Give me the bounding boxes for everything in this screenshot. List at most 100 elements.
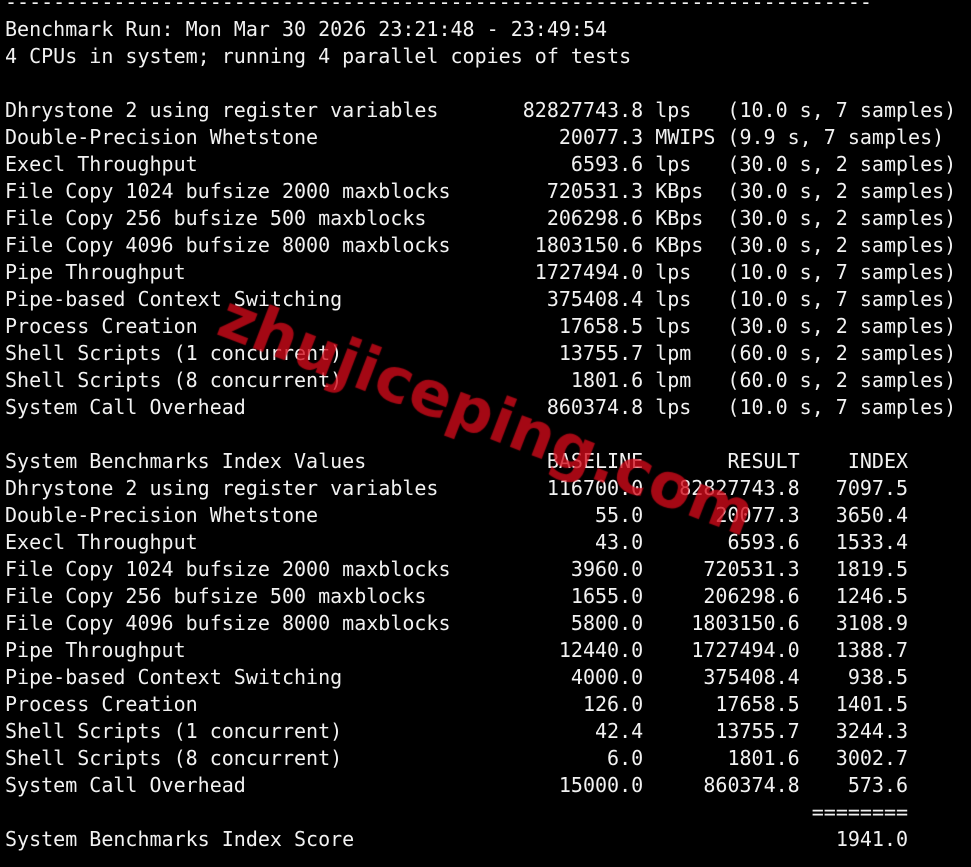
index-name: System Call Overhead <box>5 773 246 797</box>
test-value: 375408.4 <box>546 287 644 311</box>
blank-line <box>5 421 956 448</box>
test-value: 720531.3 <box>546 179 644 203</box>
index-row: Execl Throughput 43.0 6593.6 1533.4 <box>5 529 956 556</box>
test-row: Double-Precision Whetstone 20077.3 MWIPS (9… <box>5 124 956 151</box>
result-value: 20077.3 <box>715 503 800 527</box>
baseline-value: 5800.0 <box>570 611 644 635</box>
index-name: Shell Scripts (8 concurrent) <box>5 746 343 770</box>
score-label: System Benchmarks Index Score <box>5 827 355 851</box>
test-name: Dhrystone 2 using register variables <box>5 98 439 122</box>
test-details: (10.0 s, 7 samples) <box>727 287 957 311</box>
test-value: 13755.7 <box>558 341 644 365</box>
index-name: File Copy 1024 bufsize 2000 maxblocks <box>5 557 451 581</box>
blank-line <box>5 70 956 97</box>
test-row: System Call Overhead 860374.8 lps (10.0 s, … <box>5 394 956 421</box>
index-row: Process Creation 126.0 17658.5 1401.5 <box>5 691 956 718</box>
test-unit: KBps <box>655 206 704 230</box>
index-row: File Copy 256 bufsize 500 maxblocks 1655.… <box>5 583 956 610</box>
baseline-value: 4000.0 <box>570 665 644 689</box>
index-name: Process Creation <box>5 692 198 716</box>
rule-line: ----------------------------------------… <box>5 0 872 14</box>
test-details: (30.0 s, 2 samples) <box>727 179 957 203</box>
index-row: Pipe-based Context Switching 4000.0 375408… <box>5 664 956 691</box>
test-unit: KBps <box>655 179 704 203</box>
test-row: Execl Throughput 6593.6 lps (30.0 s, 2 samp… <box>5 151 956 178</box>
test-value: 20077.3 <box>558 125 644 149</box>
index-value: 1388.7 <box>835 638 909 662</box>
test-value: 860374.8 <box>546 395 644 419</box>
test-name: Pipe-based Context Switching <box>5 287 343 311</box>
test-details: (60.0 s, 2 samples) <box>727 368 957 392</box>
test-unit: MWIPS <box>655 125 716 149</box>
test-details: (10.0 s, 7 samples) <box>727 98 957 122</box>
test-row: Dhrystone 2 using register variables 8282… <box>5 97 956 124</box>
index-row: Double-Precision Whetstone 55.0 20077.3 365… <box>5 502 956 529</box>
test-unit: KBps <box>655 233 704 257</box>
index-rows: Dhrystone 2 using register variables 1167… <box>5 475 956 799</box>
test-value: 206298.6 <box>546 206 644 230</box>
result-value: 720531.3 <box>703 557 800 581</box>
result-value: 6593.6 <box>727 530 800 554</box>
test-unit: lps <box>655 260 692 284</box>
test-value: 17658.5 <box>558 314 644 338</box>
cpu-info-line: 4 CPUs in system; running 4 parallel cop… <box>5 44 632 68</box>
test-row: Shell Scripts (1 concurrent) 13755.7 lpm (6… <box>5 340 956 367</box>
test-name: File Copy 1024 bufsize 2000 maxblocks <box>5 179 451 203</box>
score-line: System Benchmarks Index Score 1941.0 <box>5 826 956 853</box>
index-name: File Copy 4096 bufsize 8000 maxblocks <box>5 611 451 635</box>
test-name: Process Creation <box>5 314 198 338</box>
index-row: Shell Scripts (1 concurrent) 42.4 13755.7 3… <box>5 718 956 745</box>
col-result: RESULT <box>727 449 800 473</box>
baseline-value: 12440.0 <box>558 638 644 662</box>
index-header: System Benchmarks Index Values BASELINE … <box>5 448 956 475</box>
test-row: Shell Scripts (8 concurrent) 1801.6 lpm (60… <box>5 367 956 394</box>
result-value: 375408.4 <box>703 665 800 689</box>
test-row: Process Creation 17658.5 lps (30.0 s, 2 sam… <box>5 313 956 340</box>
index-value: 7097.5 <box>835 476 909 500</box>
test-row: File Copy 4096 bufsize 8000 maxblocks 180… <box>5 232 956 259</box>
index-name: File Copy 256 bufsize 500 maxblocks <box>5 584 427 608</box>
test-details: (30.0 s, 2 samples) <box>727 152 957 176</box>
result-value: 1803150.6 <box>691 611 800 635</box>
test-name: Pipe Throughput <box>5 260 186 284</box>
index-row: Dhrystone 2 using register variables 1167… <box>5 475 956 502</box>
test-details: (30.0 s, 2 samples) <box>727 206 957 230</box>
test-details: (30.0 s, 2 samples) <box>727 233 957 257</box>
test-name: Shell Scripts (1 concurrent) <box>5 341 343 365</box>
index-row: System Call Overhead 15000.0 860374.8 573.6 <box>5 772 956 799</box>
baseline-value: 55.0 <box>594 503 644 527</box>
index-title: System Benchmarks Index Values <box>5 449 367 473</box>
index-value: 938.5 <box>847 665 909 689</box>
index-row: Pipe Throughput 12440.0 1727494.0 1388.7 <box>5 637 956 664</box>
result-value: 13755.7 <box>715 719 800 743</box>
test-value: 82827743.8 <box>522 98 644 122</box>
index-row: File Copy 1024 bufsize 2000 maxblocks 396… <box>5 556 956 583</box>
benchmark-run-line: Benchmark Run: Mon Mar 30 2026 23:21:48 … <box>5 17 608 41</box>
index-row: Shell Scripts (8 concurrent) 6.0 1801.6 300… <box>5 745 956 772</box>
index-value: 573.6 <box>847 773 909 797</box>
test-details: (30.0 s, 2 samples) <box>727 314 957 338</box>
result-value: 206298.6 <box>703 584 800 608</box>
baseline-value: 43.0 <box>594 530 644 554</box>
index-value: 3650.4 <box>835 503 909 527</box>
test-unit: lps <box>655 98 692 122</box>
test-value: 1803150.6 <box>534 233 644 257</box>
test-details: (9.9 s, 7 samples) <box>727 125 945 149</box>
separator: ======== <box>811 800 909 824</box>
test-unit: lps <box>655 395 692 419</box>
index-name: Dhrystone 2 using register variables <box>5 476 439 500</box>
index-value: 3244.3 <box>835 719 909 743</box>
baseline-value: 126.0 <box>582 692 644 716</box>
test-row: File Copy 256 bufsize 500 maxblocks 20629… <box>5 205 956 232</box>
index-row: File Copy 4096 bufsize 8000 maxblocks 580… <box>5 610 956 637</box>
test-value: 1727494.0 <box>534 260 644 284</box>
index-name: Double-Precision Whetstone <box>5 503 319 527</box>
test-name: File Copy 4096 bufsize 8000 maxblocks <box>5 233 451 257</box>
index-name: Pipe Throughput <box>5 638 186 662</box>
test-name: File Copy 256 bufsize 500 maxblocks <box>5 206 427 230</box>
index-name: Shell Scripts (1 concurrent) <box>5 719 343 743</box>
index-value: 3002.7 <box>835 746 909 770</box>
test-name: Shell Scripts (8 concurrent) <box>5 368 343 392</box>
test-unit: lpm <box>655 341 692 365</box>
baseline-value: 42.4 <box>594 719 644 743</box>
